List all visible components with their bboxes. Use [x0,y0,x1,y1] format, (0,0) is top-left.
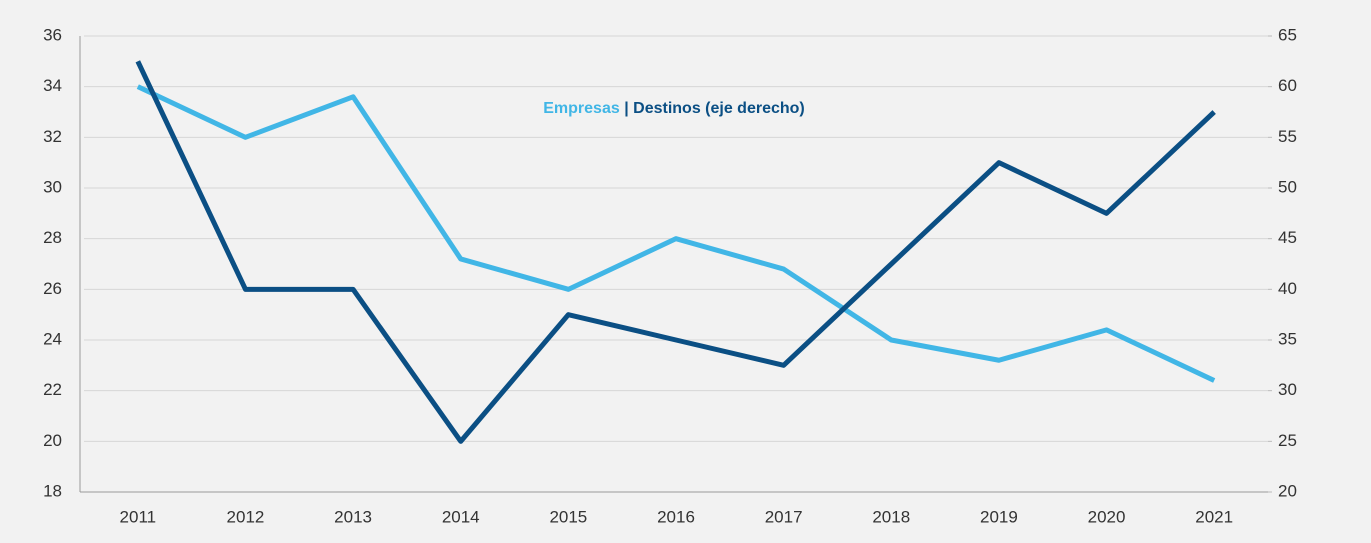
x-tick-label: 2011 [120,507,157,526]
x-tick-label: 2019 [980,507,1018,526]
y2-tick-label: 60 [1278,76,1297,95]
x-tick-label: 2017 [765,507,803,526]
y2-tick-label: 40 [1278,279,1297,298]
y2-tick-label: 25 [1278,431,1297,450]
y-tick-label: 18 [43,481,62,500]
y2-tick-label: 30 [1278,380,1297,399]
y2-tick-label: 55 [1278,127,1297,146]
x-tick-label: 2013 [334,507,372,526]
series-line [136,84,1216,383]
y-tick-label: 26 [43,279,62,298]
y2-tick-label: 65 [1278,25,1297,44]
legend-entry: Destinos (eje derecho) [633,100,805,117]
x-tick-label: 2014 [442,507,480,526]
y2-tick-label: 35 [1278,329,1297,348]
series-line [135,60,1216,444]
x-tick-label: 2020 [1088,507,1126,526]
y-tick-label: 24 [43,329,62,348]
legend: Empresas | Destinos (eje derecho) [543,100,805,117]
legend-entry: Empresas [543,100,620,117]
x-tick-label: 2016 [657,507,695,526]
y-tick-label: 22 [43,380,62,399]
legend-separator: | [624,100,628,117]
y-tick-label: 32 [43,127,62,146]
x-tick-label: 2021 [1195,507,1233,526]
y2-tick-label: 20 [1278,481,1297,500]
x-tick-label: 2015 [549,507,587,526]
x-tick-label: 2018 [872,507,910,526]
y2-tick-label: 45 [1278,228,1297,247]
y-tick-label: 28 [43,228,62,247]
y-tick-label: 30 [43,177,62,196]
x-tick-label: 2012 [227,507,265,526]
y2-tick-label: 50 [1278,177,1297,196]
y-tick-label: 34 [43,76,62,95]
y-tick-label: 20 [43,431,62,450]
y-tick-label: 36 [43,25,62,44]
